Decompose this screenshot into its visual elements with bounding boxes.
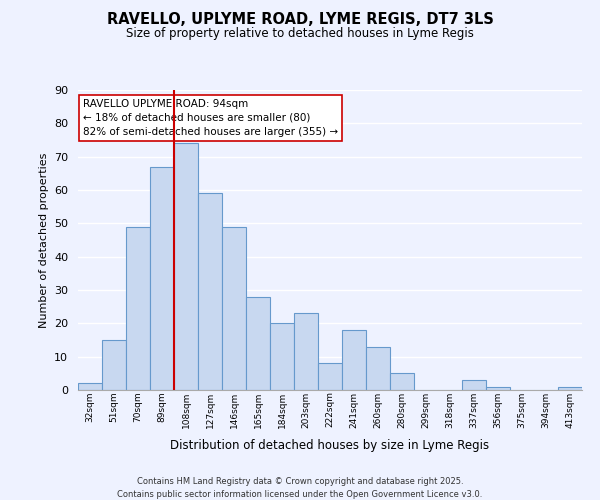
Bar <box>126 226 150 390</box>
Bar <box>318 364 342 390</box>
Bar <box>222 226 246 390</box>
Text: RAVELLO, UPLYME ROAD, LYME REGIS, DT7 3LS: RAVELLO, UPLYME ROAD, LYME REGIS, DT7 3L… <box>107 12 493 28</box>
Bar <box>174 144 198 390</box>
Bar <box>342 330 366 390</box>
Bar <box>102 340 126 390</box>
Bar <box>462 380 486 390</box>
Bar <box>558 386 582 390</box>
Text: RAVELLO UPLYME ROAD: 94sqm
← 18% of detached houses are smaller (80)
82% of semi: RAVELLO UPLYME ROAD: 94sqm ← 18% of deta… <box>83 99 338 137</box>
Bar <box>294 314 318 390</box>
Bar <box>366 346 390 390</box>
X-axis label: Distribution of detached houses by size in Lyme Regis: Distribution of detached houses by size … <box>170 439 490 452</box>
Bar <box>270 324 294 390</box>
Bar <box>486 386 510 390</box>
Bar <box>198 194 222 390</box>
Text: Contains public sector information licensed under the Open Government Licence v3: Contains public sector information licen… <box>118 490 482 499</box>
Y-axis label: Number of detached properties: Number of detached properties <box>38 152 49 328</box>
Bar <box>78 384 102 390</box>
Bar <box>390 374 414 390</box>
Bar <box>246 296 270 390</box>
Text: Size of property relative to detached houses in Lyme Regis: Size of property relative to detached ho… <box>126 28 474 40</box>
Bar <box>150 166 174 390</box>
Text: Contains HM Land Registry data © Crown copyright and database right 2025.: Contains HM Land Registry data © Crown c… <box>137 478 463 486</box>
